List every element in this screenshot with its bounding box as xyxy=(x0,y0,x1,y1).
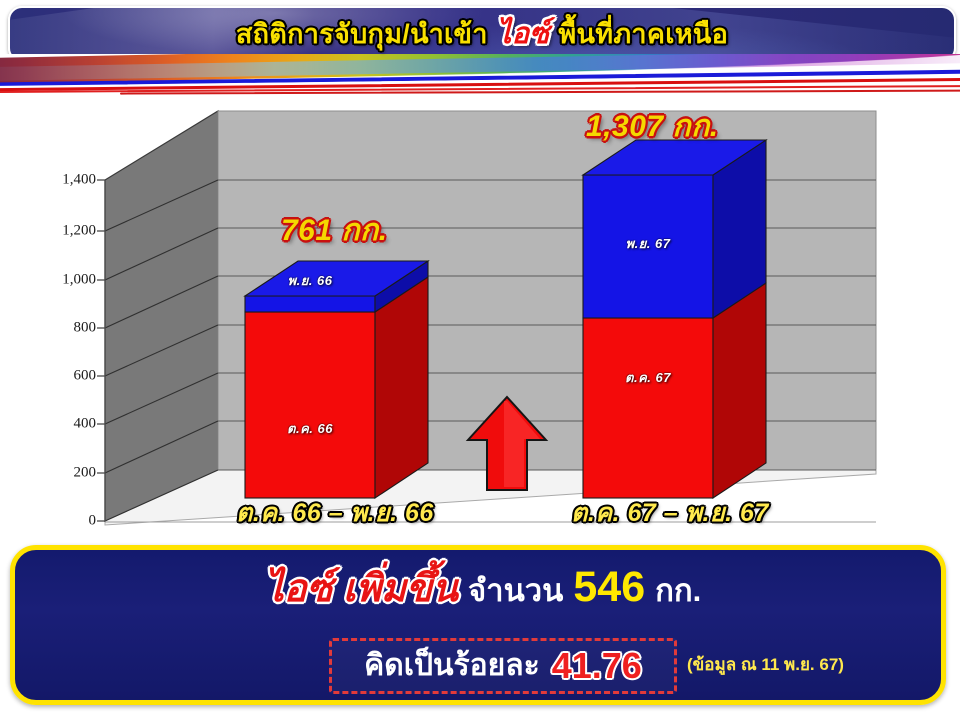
bar-chart: 1,400 1,200 1,000 800 600 400 200 0 พ.ย.… xyxy=(0,95,960,535)
y-axis-labels: 1,400 1,200 1,000 800 600 400 200 0 xyxy=(0,95,96,535)
bar-1-segment-oct-side xyxy=(374,275,429,500)
bar-2-total-label: 1,307 กก. xyxy=(586,110,719,143)
title-highlight-word: ไอซ์ xyxy=(496,17,550,50)
title-banner: สถิติการจับกุม/นำเข้า ไอซ์ พื้นที่ภาคเหน… xyxy=(8,6,956,62)
percentage-badge: คิดเป็นร้อยละ 41.76 xyxy=(329,638,677,694)
category-label-1: ต.ค. 66 – พ.ย. 66 xyxy=(236,499,434,527)
chart-side-gridlines xyxy=(104,179,219,522)
y-tick-600: 600 xyxy=(73,367,97,384)
bar-1-segment-nov-front xyxy=(244,295,376,313)
summary-panel: ไอซ์ เพิ่มขึ้น จำนวน 546 กก. คิดเป็นร้อย… xyxy=(10,545,946,705)
bar-1-top-face xyxy=(243,260,430,297)
chart-side-wall xyxy=(104,109,219,522)
y-tick-800: 800 xyxy=(73,319,97,336)
y-tick-1200: 1,200 xyxy=(62,222,96,239)
y-axis-ticks xyxy=(97,179,105,522)
y-tick-1400: 1,400 xyxy=(62,171,96,188)
data-as-of-note: (ข้อมูล ณ 11 พ.ย. 67) xyxy=(687,655,844,674)
decorative-rainbow-swoosh xyxy=(0,54,960,95)
title-suffix: พื้นที่ภาคเหนือ xyxy=(558,18,729,49)
summary-headline: ไอซ์ เพิ่มขึ้น จำนวน 546 กก. xyxy=(15,563,951,614)
percentage-label: คิดเป็นร้อยละ xyxy=(364,649,540,682)
y-tick-400: 400 xyxy=(73,415,97,432)
percentage-value: 41.76 xyxy=(551,645,642,687)
bar-group-1[interactable] xyxy=(243,259,430,500)
bar-1-total-label: 761 กก. xyxy=(281,214,388,247)
summary-middle-word: จำนวน xyxy=(468,573,564,608)
bar-2-segment-oct-front xyxy=(582,317,714,499)
y-tick-1000: 1,000 xyxy=(62,271,96,288)
summary-highlight-word: ไอซ์ เพิ่มขึ้น xyxy=(264,568,459,610)
bar-2-top-face xyxy=(581,139,768,176)
page-title: สถิติการจับกุม/นำเข้า ไอซ์ พื้นที่ภาคเหน… xyxy=(10,8,954,60)
title-prefix: สถิติการจับกุม/นำเข้า xyxy=(235,18,488,49)
bar-2-segment-nov-front xyxy=(582,174,714,319)
header-banner-area: สถิติการจับกุม/นำเข้า ไอซ์ พื้นที่ภาคเหน… xyxy=(0,0,960,95)
summary-amount-unit: กก. xyxy=(655,573,702,608)
bar-group-2[interactable] xyxy=(581,138,768,500)
bar-1-segment-oct-front xyxy=(244,311,376,499)
y-tick-200: 200 xyxy=(73,464,97,481)
y-tick-0: 0 xyxy=(88,512,97,529)
category-label-2: ต.ค. 67 – พ.ย. 67 xyxy=(571,499,769,527)
summary-amount: 546 xyxy=(573,563,646,611)
bar-2-segment-oct-side xyxy=(712,281,767,500)
chart-3d-plot-surface xyxy=(97,109,877,526)
increase-arrow-icon xyxy=(465,395,549,491)
